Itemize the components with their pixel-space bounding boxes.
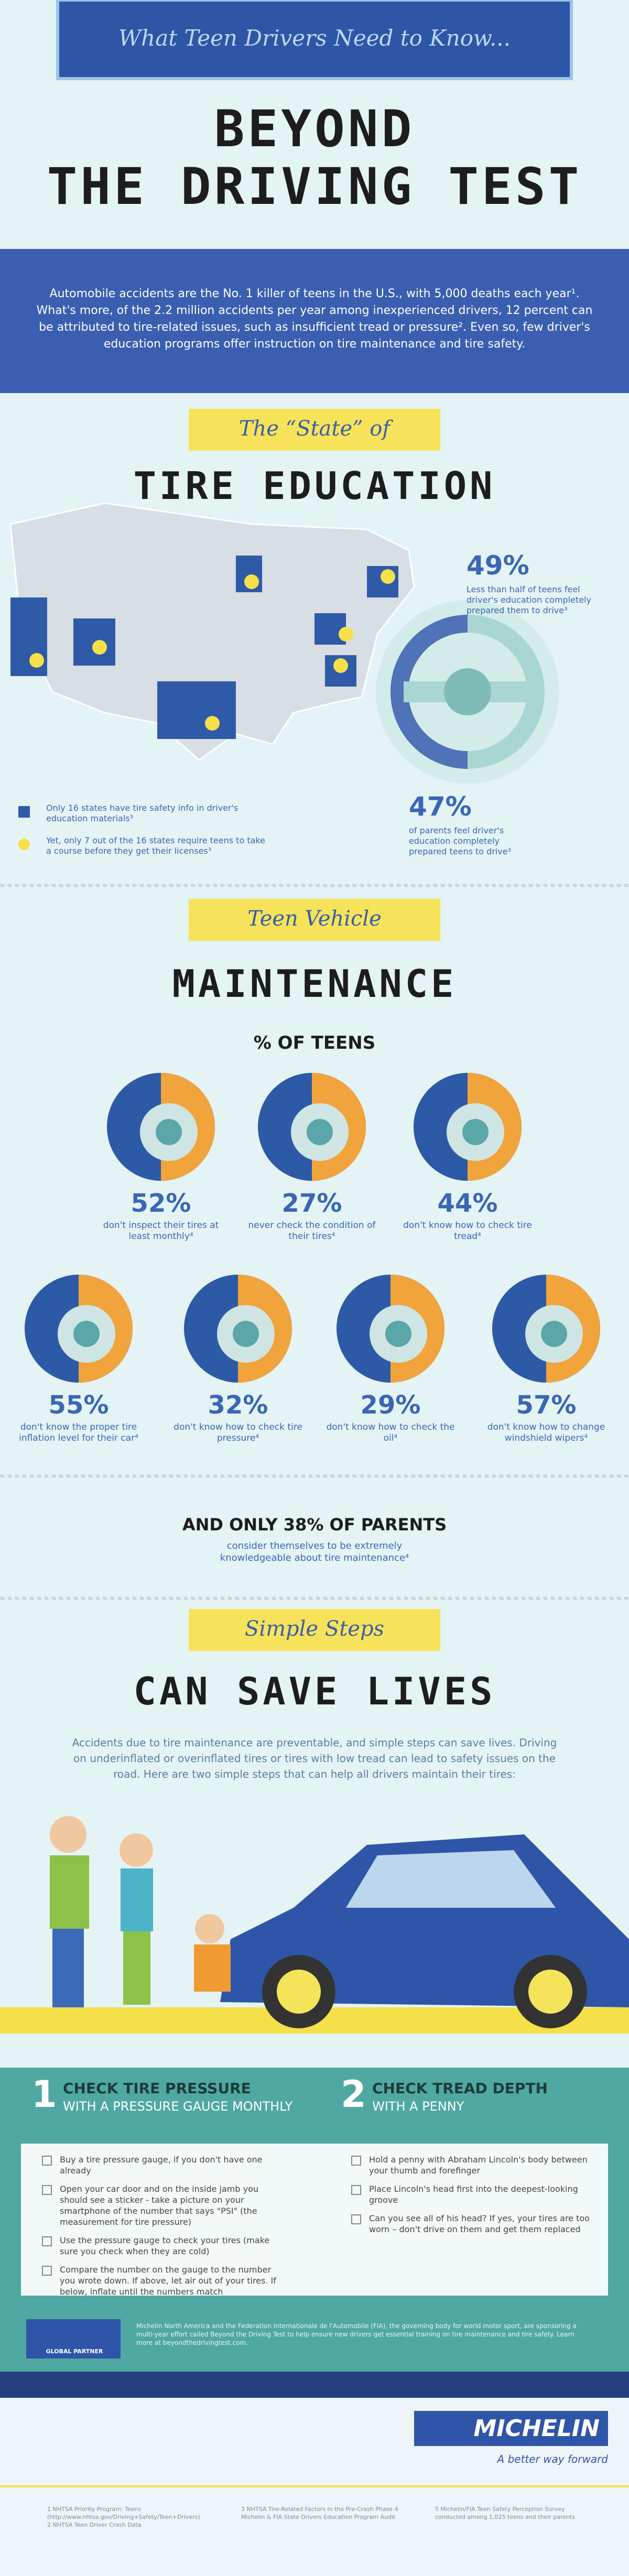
step-item: Place Lincoln's head first into the deep… — [351, 2183, 598, 2205]
divider — [0, 1597, 629, 1600]
stat: 47% — [409, 791, 472, 822]
stat: 49% — [467, 550, 529, 581]
step-heading: CHECK TREAD DEPTH — [372, 2080, 548, 2097]
stat-icon — [73, 1321, 100, 1347]
intro-text: Automobile accidents are the No. 1 kille… — [36, 287, 593, 351]
parents-heading: AND ONLY 38% OF PARENTS — [182, 1515, 447, 1535]
sponsor-text: Michelin North America and the Federatio… — [136, 2322, 577, 2346]
stat-value: 32% — [208, 1390, 268, 1420]
stat-value: 52% — [131, 1189, 191, 1218]
section-title: MAINTENANCE — [172, 962, 457, 1006]
ribbon-text: Teen Vehicle — [247, 907, 382, 931]
legend-swatch — [18, 839, 30, 850]
stat-icon — [307, 1119, 333, 1145]
step-item: Open your car door and on the inside jam… — [42, 2183, 288, 2227]
step-subheading: WITH A PENNY — [372, 2099, 464, 2114]
footnote: 5 Michelin/FIA Teen Safety Perception Su… — [435, 2506, 576, 2520]
ribbon — [189, 899, 440, 941]
stat-caption: don't know how to check tire pressure⁴ — [173, 1422, 302, 1443]
step-heading: CHECK TIRE PRESSURE — [63, 2080, 251, 2097]
step-number: 2 — [341, 2073, 366, 2116]
partner-logo — [26, 2319, 121, 2358]
stat-value: 55% — [48, 1390, 109, 1420]
stat-caption: don't inspect their tires at least month… — [103, 1220, 219, 1242]
ribbon-text: Simple Steps — [244, 1617, 385, 1641]
divider — [0, 884, 629, 887]
stat-icon — [541, 1321, 567, 1347]
illustration — [0, 1816, 629, 2034]
intro-band — [0, 249, 629, 393]
title: THE DRIVING TEST — [47, 157, 582, 216]
stat-value: 29% — [360, 1390, 421, 1420]
section-title: TIRE EDUCATION — [133, 464, 496, 508]
step-subheading: WITH A PRESSURE GAUGE MONTHLY — [63, 2099, 293, 2114]
step-item: Hold a penny with Abraham Lincoln's body… — [351, 2154, 598, 2176]
ribbon — [189, 409, 440, 451]
divider — [0, 1475, 629, 1477]
header-banner — [56, 0, 573, 80]
step-item: Buy a tire pressure gauge, if you don't … — [42, 2154, 288, 2176]
step-list: Buy a tire pressure gauge, if you don't … — [42, 2154, 288, 2305]
steering-wheel — [376, 600, 559, 784]
step-list: Hold a penny with Abraham Lincoln's body… — [351, 2154, 598, 2242]
footnote: 3 NHTSA Tire-Related Factors in the Pre-… — [241, 2506, 398, 2520]
section-title: CAN SAVE LIVES — [133, 1669, 496, 1713]
footnote: 1 NHTSA Priority Program: Teens (http://… — [47, 2506, 200, 2528]
steps-box — [21, 2144, 608, 2296]
partner-label: GLOBAL PARTNER — [46, 2348, 103, 2355]
stat-icon — [385, 1321, 411, 1347]
stat-value: 57% — [516, 1390, 577, 1420]
step-item: Can you see all of his head? If yes, you… — [351, 2213, 598, 2235]
us-map — [9, 502, 415, 761]
ribbon-text: The “State” of — [238, 417, 391, 441]
stat-caption: Less than half of teens feel driver's ed… — [467, 584, 592, 615]
stat-caption: of parents feel driver's education compl… — [409, 825, 512, 856]
stat-caption: don't know how to check tire tread⁴ — [403, 1220, 532, 1242]
stat-caption: don't know the proper tire inflation lev… — [19, 1422, 138, 1443]
legend-text: Only 16 states have tire safety info in … — [46, 803, 238, 823]
kicker: What Teen Drivers Need to Know... — [118, 25, 511, 51]
step-number: 1 — [31, 2073, 57, 2116]
stat-icon — [233, 1321, 259, 1347]
tagline: A better way forward — [497, 2453, 608, 2465]
stat-caption: don't know how to check the oil⁴ — [326, 1422, 455, 1443]
footer-rule — [0, 2485, 629, 2487]
dark-strip — [0, 2372, 629, 2398]
title: BEYOND — [214, 100, 415, 158]
stat-value: 27% — [281, 1189, 342, 1218]
legend-swatch — [18, 806, 30, 818]
stat-caption: never check the condition of their tires… — [248, 1220, 376, 1242]
step-item: Use the pressure gauge to check your tir… — [42, 2235, 288, 2257]
ribbon — [189, 1609, 440, 1651]
subtitle: % OF TEENS — [253, 1032, 376, 1053]
legend-text: Yet, only 7 out of the 16 states require… — [46, 835, 265, 856]
step-item: Compare the number on the gauge to the n… — [42, 2264, 288, 2297]
stat-icon — [462, 1119, 489, 1145]
steps-paragraph: Accidents due to tire maintenance are pr… — [72, 1736, 557, 1780]
stat-icon — [156, 1119, 182, 1145]
brand: MICHELIN — [414, 2411, 608, 2446]
parents-caption: consider themselves to be extremely know… — [220, 1540, 409, 1563]
stat-caption: don't know how to change windshield wipe… — [487, 1422, 605, 1443]
stat-value: 44% — [437, 1189, 498, 1218]
